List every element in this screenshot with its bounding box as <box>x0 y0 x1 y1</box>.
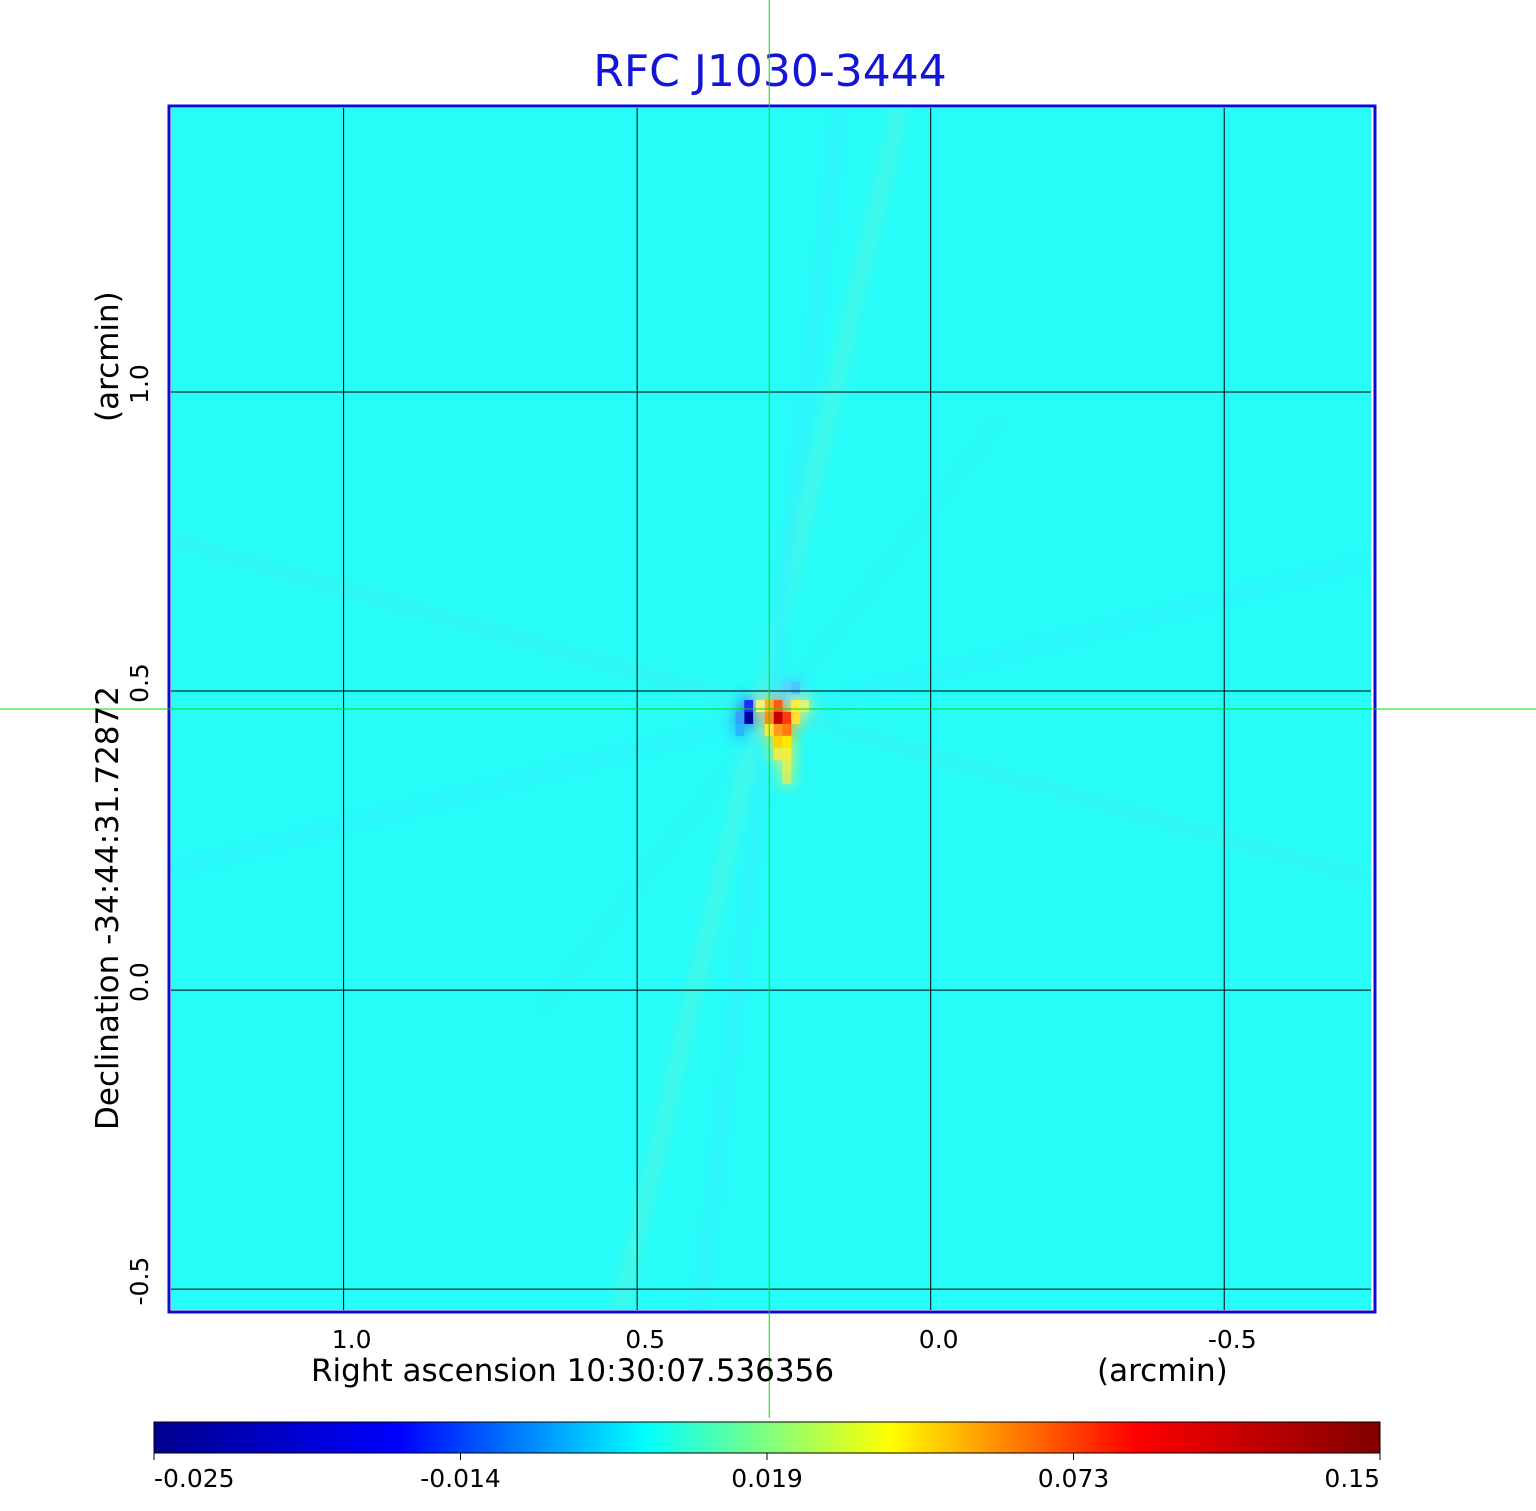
source-pixel <box>735 723 745 736</box>
source-pixel <box>782 711 792 724</box>
source-pixel <box>791 700 801 712</box>
source-pixel <box>782 771 792 784</box>
colorbar-ticks: -0.025 -0.014 0.019 0.073 0.15 <box>153 1453 1381 1493</box>
colorbar-tick-label: 0.073 <box>1038 1464 1110 1493</box>
y-tick-labels: 1.0 0.5 0.0 -0.5 <box>125 364 154 1305</box>
x-axis-unit: (arcmin) <box>1097 1353 1228 1389</box>
x-tick-label: 0.5 <box>625 1325 665 1354</box>
y-tick-label: 1.0 <box>125 364 154 404</box>
source-pixel <box>782 735 792 748</box>
source-pixel <box>782 747 792 760</box>
y-tick-label: -0.5 <box>125 1257 154 1306</box>
x-tick-label: 1.0 <box>332 1325 372 1354</box>
source-pixel <box>756 700 765 712</box>
x-tick-label: -0.5 <box>1208 1325 1257 1354</box>
source-pixel <box>782 682 792 695</box>
y-axis-label: Declination -34:44:31.72872 <box>90 686 126 1130</box>
y-tick-label: 0.0 <box>125 962 154 1002</box>
y-tick-label: 0.5 <box>125 663 154 703</box>
source-pixel <box>744 700 754 712</box>
source-pixels <box>735 682 809 784</box>
colorbar-tick-label: 0.019 <box>731 1464 803 1493</box>
colorbar: -0.025 -0.014 0.019 0.073 0.15 <box>153 1421 1381 1493</box>
source-pixel <box>773 711 783 724</box>
x-axis-label: Right ascension 10:30:07.536356 <box>311 1353 834 1389</box>
source-pixel <box>773 747 783 760</box>
source-pixel <box>773 700 783 712</box>
source-pixel <box>791 711 801 724</box>
source-pixel <box>735 711 745 724</box>
y-axis-unit: (arcmin) <box>90 291 126 422</box>
x-tick-label: 0.0 <box>919 1325 959 1354</box>
crosshair <box>0 0 1536 1418</box>
x-tick-labels: 1.0 0.5 0.0 -0.5 <box>332 1325 1257 1354</box>
source-pixel <box>773 723 783 736</box>
colorbar-gradient <box>153 1421 1381 1454</box>
colorbar-tick-label: 0.15 <box>1324 1464 1380 1493</box>
source-pixel <box>773 735 783 748</box>
colorbar-tick-label: -0.025 <box>154 1464 235 1493</box>
source-pixel <box>744 711 754 724</box>
chart-title: RFC J1030-3444 <box>593 46 946 97</box>
colorbar-tick-label: -0.014 <box>420 1464 501 1493</box>
source-pixel <box>782 759 792 772</box>
source-pixel <box>800 700 809 712</box>
source-pixel <box>782 723 792 736</box>
source-pixel <box>791 682 801 695</box>
